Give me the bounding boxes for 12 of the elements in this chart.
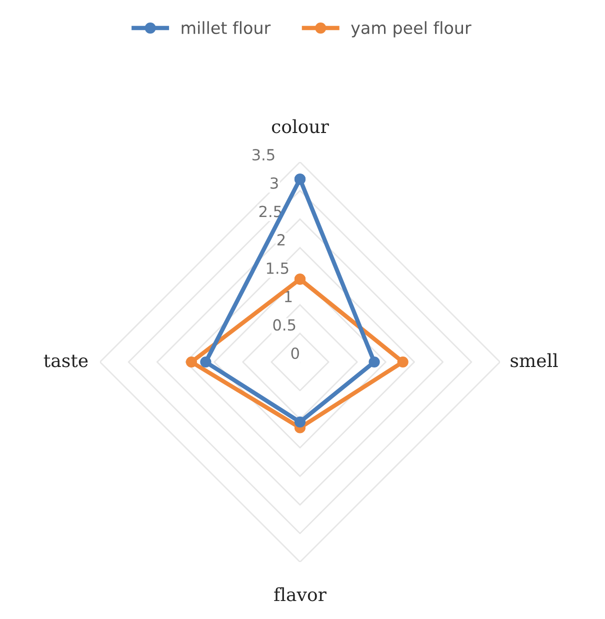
y-tick-label: 3.5 (252, 148, 274, 161)
y-tick-label: 1.5 (266, 262, 288, 274)
spoke-label: taste (44, 354, 88, 368)
legend-label: millet flour (182, 21, 271, 34)
spoke-label: smell (510, 353, 558, 368)
y-tick-label: 3 (270, 177, 278, 189)
y-tick-label: 2 (277, 234, 285, 246)
spoke-label: flavor (274, 587, 326, 602)
y-tick-label: 0.5 (273, 319, 296, 331)
spoke-label: colour (272, 119, 329, 134)
legend-label: yam peel flour (351, 21, 472, 38)
y-tick-label: 0 (291, 347, 299, 360)
